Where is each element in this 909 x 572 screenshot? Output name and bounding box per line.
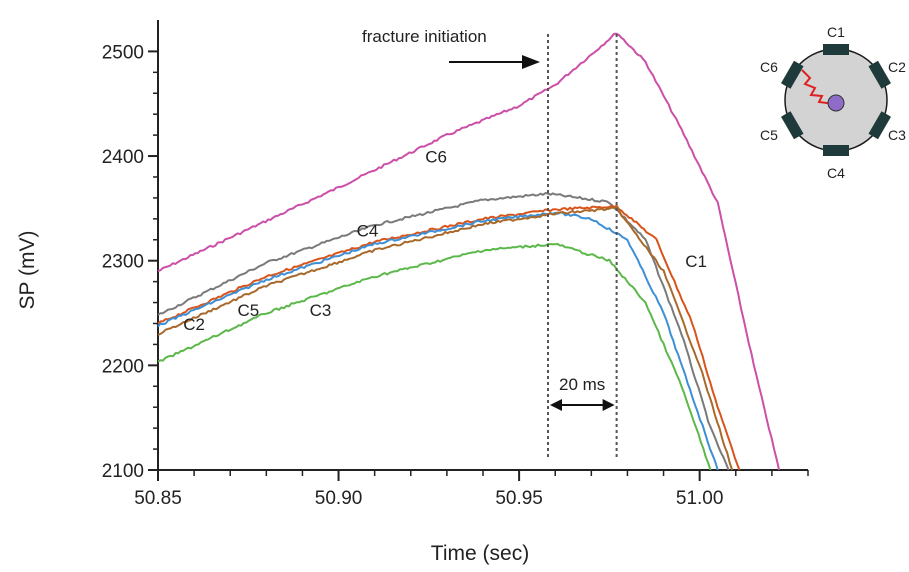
series-line-c6 [157, 32, 781, 471]
sensor-label-c5: C5 [760, 127, 778, 143]
series-label-c4: C4 [357, 222, 379, 241]
series-labels: C6 C4 C1 C2 C5 C3 [183, 147, 707, 333]
sensor-label-c1: C1 [827, 24, 845, 40]
x-tick-label: 50.85 [134, 488, 182, 509]
sensor-label-c6: C6 [760, 59, 778, 75]
sensor-c4 [823, 145, 849, 156]
series-label-c2: C2 [183, 315, 205, 334]
interval-label: 20 ms [559, 375, 605, 394]
borehole-dot [827, 94, 845, 112]
x-tick-label: 51.00 [676, 488, 724, 509]
x-tick-label: 50.95 [495, 488, 543, 509]
series-label-c6: C6 [425, 147, 447, 166]
fracture-initiation-label: fracture initiation [362, 27, 487, 46]
x-axis-title: Time (sec) [431, 542, 529, 565]
y-axis-title: SP (mV) [16, 231, 39, 310]
series-label-c1: C1 [685, 252, 707, 271]
series-layer [157, 32, 781, 471]
series-line-c3 [157, 243, 712, 471]
series-label-c5: C5 [237, 301, 259, 320]
y-tick-label: 2300 [102, 252, 144, 273]
series-line-c2 [157, 211, 719, 471]
fracture-arrow [449, 55, 540, 69]
annotations: fracture initiation 20 ms [362, 27, 618, 458]
sensor-c3 [868, 111, 891, 140]
y-tick-label: 2100 [102, 461, 144, 482]
x-tick-label: 50.90 [315, 488, 363, 509]
y-tick-label: 2400 [102, 147, 144, 168]
sensor-c6 [781, 60, 804, 89]
sensor-c5 [781, 111, 804, 140]
sensor-c1 [823, 44, 849, 55]
y-tick-label: 2500 [102, 42, 144, 63]
sensor-label-c2: C2 [888, 59, 906, 75]
interval-arrow [550, 399, 615, 411]
series-label-c3: C3 [310, 301, 332, 320]
fracture-path [801, 69, 835, 105]
sensor-c2 [868, 60, 891, 89]
axes: 2100 2200 2300 2400 2500 50.85 50.90 50.95 51.00 [102, 20, 809, 509]
series-line-c5 [157, 206, 734, 471]
sensor-label-c3: C3 [888, 127, 906, 143]
y-tick-label: 2200 [102, 356, 144, 377]
series-line-c4 [157, 192, 730, 471]
sensor-diagram: C1 C2 C3 C4 C5 C6 [760, 24, 906, 181]
sensor-label-c4: C4 [827, 165, 845, 181]
series-line-c1 [157, 204, 741, 471]
